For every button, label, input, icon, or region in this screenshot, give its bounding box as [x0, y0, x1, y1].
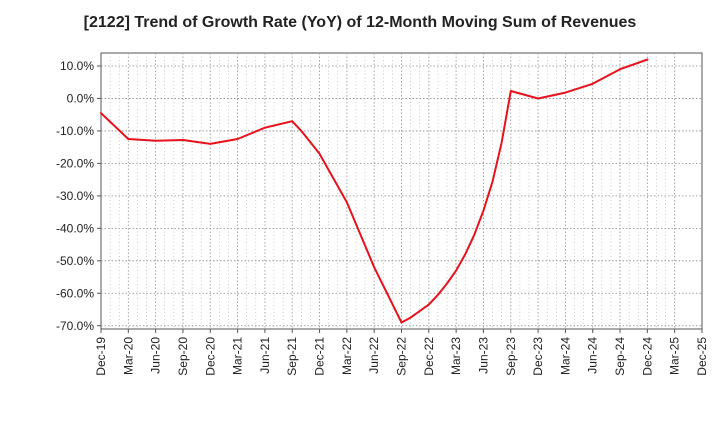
x-tick-label: Mar-20	[121, 337, 135, 375]
x-tick-label: Dec-20	[203, 337, 217, 376]
y-tick-label: -40.0%	[56, 221, 94, 235]
x-tick-label: Sep-20	[176, 337, 190, 376]
x-tick-label: Mar-24	[558, 337, 572, 375]
y-tick-label: 0.0%	[67, 91, 95, 105]
x-tick-label: Sep-22	[395, 337, 409, 376]
x-tick-label: Mar-22	[340, 337, 354, 375]
y-tick-label: 10.0%	[60, 59, 94, 73]
x-tick-label: Mar-25	[668, 337, 682, 375]
x-tick-label: Jun-20	[149, 337, 163, 374]
x-tick-label: Sep-21	[285, 337, 299, 376]
y-tick-label: -60.0%	[56, 286, 94, 300]
x-tick-label: Dec-25	[695, 337, 709, 376]
x-tick-label: Jun-22	[367, 337, 381, 374]
x-tick-label: Jun-23	[476, 337, 490, 374]
y-tick-label: -30.0%	[56, 189, 94, 203]
x-tick-label: Dec-22	[422, 337, 436, 376]
x-tick-label: Mar-21	[231, 337, 245, 375]
x-tick-label: Dec-24	[640, 337, 654, 376]
series-line	[100, 58, 649, 324]
x-tick-label: Mar-23	[449, 337, 463, 375]
y-tick-label: -50.0%	[56, 254, 94, 268]
y-axis: 10.0% 0.0% -10.0% -20.0% -30.0% -40.0% -50.0% -…	[56, 59, 101, 333]
chart-title: [2122] Trend of Growth Rate (YoY) of 12-…	[83, 14, 637, 31]
x-tick-label: Sep-23	[504, 337, 518, 376]
x-tick-label: Dec-19	[94, 337, 108, 376]
y-tick-label: -10.0%	[56, 124, 94, 138]
y-tick-label: -70.0%	[56, 319, 94, 333]
x-tick-label: Dec-21	[313, 337, 327, 376]
series-lines	[100, 58, 649, 324]
y-tick-label: -20.0%	[56, 156, 94, 170]
x-tick-label: Jun-24	[586, 337, 600, 374]
x-tick-label: Sep-24	[613, 337, 627, 376]
x-axis: Dec-19 Mar-20 Jun-20 Sep-20 Dec-20 Mar-21 Jun-…	[94, 329, 709, 376]
x-tick-label: Jun-21	[258, 337, 272, 374]
x-tick-label: Dec-23	[531, 337, 545, 376]
